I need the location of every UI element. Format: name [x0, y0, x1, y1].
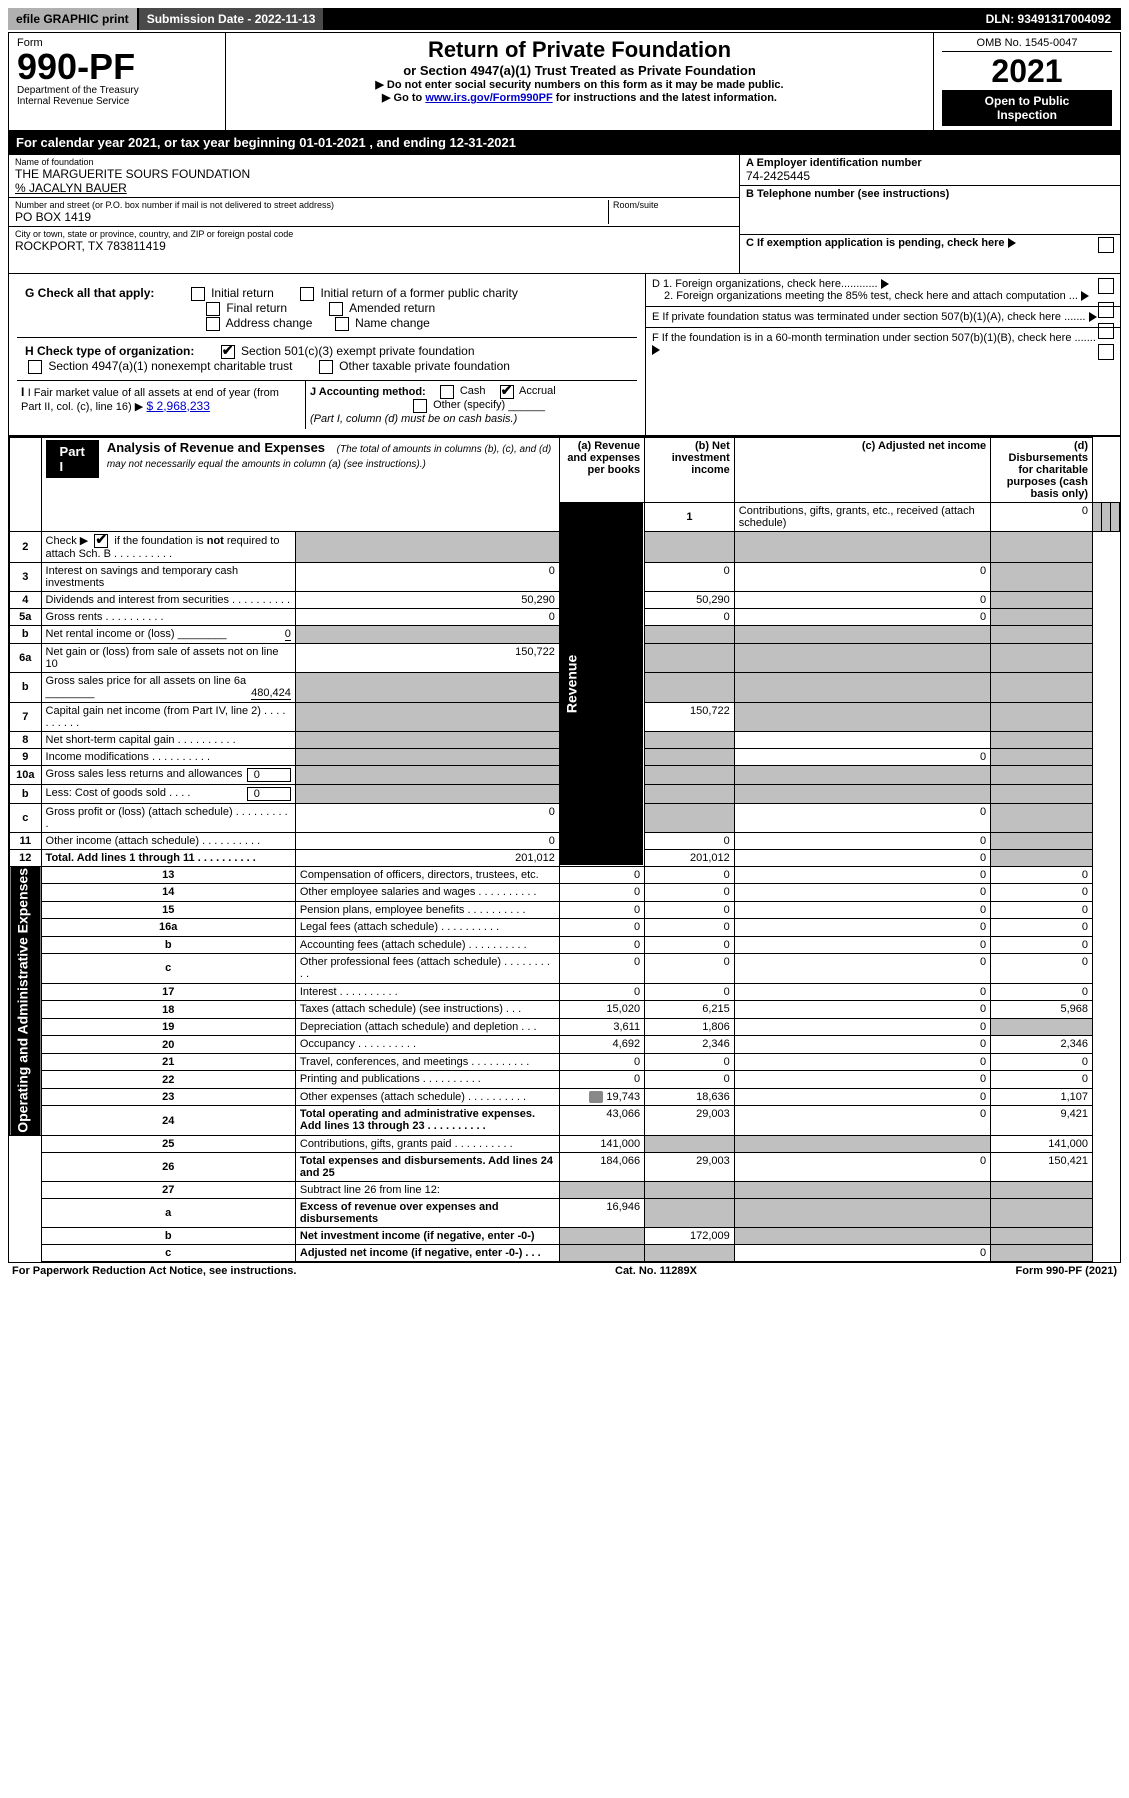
- footer-form: Form 990-PF (2021): [1016, 1265, 1117, 1277]
- d2-checkbox[interactable]: [1098, 302, 1114, 318]
- calendar-year-row: For calendar year 2021, or tax year begi…: [8, 131, 1121, 154]
- phone-label: B Telephone number (see instructions): [746, 188, 1114, 200]
- part1-label: Part I: [46, 440, 99, 478]
- note2-pre: ▶ Go to: [382, 92, 425, 104]
- form-title: Return of Private Foundation: [234, 37, 925, 63]
- g-initial-return[interactable]: [191, 287, 205, 301]
- omb-number: OMB No. 1545-0047: [942, 37, 1112, 52]
- top-bar: efile GRAPHIC print Submission Date - 20…: [8, 8, 1121, 30]
- ein-value: 74-2425445: [746, 169, 1114, 183]
- care-of: % JACALYN BAUER: [15, 181, 733, 195]
- footer-catno: Cat. No. 11289X: [615, 1265, 697, 1277]
- j-note: (Part I, column (d) must be on cash basi…: [310, 413, 517, 425]
- dln: DLN: 93491317004092: [978, 8, 1119, 30]
- h-501c3[interactable]: [221, 345, 235, 359]
- row-f: F If the foundation is in a 60-month ter…: [646, 328, 1120, 360]
- fmv-value: $ 2,968,233: [147, 399, 210, 413]
- j-label: J Accounting method:: [310, 385, 426, 397]
- row-j: J Accounting method: Cash Accrual Other …: [305, 381, 637, 429]
- form990pf-link[interactable]: www.irs.gov/Form990PF: [425, 92, 552, 104]
- tax-year: 2021: [942, 52, 1112, 90]
- j-other[interactable]: [413, 399, 427, 413]
- part1-table: Part I Analysis of Revenue and Expenses …: [8, 436, 1121, 1264]
- efile-print-button[interactable]: efile GRAPHIC print: [8, 8, 137, 30]
- row-d: D 1. Foreign organizations, check here..…: [646, 274, 1120, 307]
- form-number: 990-PF: [17, 49, 217, 85]
- g-address[interactable]: [206, 317, 220, 331]
- h-label: H Check type of organization:: [25, 344, 194, 358]
- d1-checkbox[interactable]: [1098, 278, 1114, 294]
- note-ssn: ▶ Do not enter social security numbers o…: [234, 78, 925, 91]
- d2-label: 2. Foreign organizations meeting the 85%…: [652, 290, 1078, 302]
- h-other-taxable[interactable]: [319, 360, 333, 374]
- col-b-header: (b) Net investment income: [645, 437, 735, 502]
- f-checkbox[interactable]: [1098, 344, 1114, 360]
- g-initial-public[interactable]: [300, 287, 314, 301]
- note2-post: for instructions and the latest informat…: [553, 92, 777, 104]
- row-h: H Check type of organization: Section 50…: [17, 337, 637, 380]
- foundation-name: THE MARGUERITE SOURS FOUNDATION: [15, 167, 733, 181]
- row-g: G Check all that apply: Initial return I…: [17, 280, 637, 336]
- exemption-label: C If exemption application is pending, c…: [746, 237, 1005, 249]
- attachment-icon[interactable]: [589, 1091, 603, 1103]
- h-4947[interactable]: [28, 360, 42, 374]
- col-c-header: (c) Adjusted net income: [734, 437, 990, 502]
- dept-treasury: Department of the Treasury: [17, 85, 217, 96]
- form-subtitle: or Section 4947(a)(1) Trust Treated as P…: [234, 63, 925, 78]
- note-link: ▶ Go to www.irs.gov/Form990PF for instru…: [234, 91, 925, 104]
- row-i: I I Fair market value of all assets at e…: [17, 381, 305, 429]
- row-e: E If private foundation status was termi…: [646, 307, 1120, 328]
- j-cash[interactable]: [440, 385, 454, 399]
- arrow-icon: [1008, 238, 1016, 248]
- g-final[interactable]: [206, 302, 220, 316]
- j-accrual[interactable]: [500, 385, 514, 399]
- page-footer: For Paperwork Reduction Act Notice, see …: [8, 1263, 1121, 1279]
- e-checkbox[interactable]: [1098, 323, 1114, 339]
- part1-title: Analysis of Revenue and Expenses (The to…: [99, 440, 555, 470]
- street-address: PO BOX 1419: [15, 210, 608, 224]
- footer-paperwork: For Paperwork Reduction Act Notice, see …: [12, 1265, 296, 1277]
- schb-checkbox[interactable]: [94, 534, 108, 548]
- section-g-to-f: G Check all that apply: Initial return I…: [8, 274, 1121, 435]
- name-label: Name of foundation: [15, 157, 733, 167]
- g-label: G Check all that apply:: [25, 286, 154, 300]
- open-public: Open to PublicInspection: [942, 90, 1112, 126]
- city-state-zip: ROCKPORT, TX 783811419: [15, 239, 733, 253]
- d1-label: D 1. Foreign organizations, check here..…: [652, 278, 878, 290]
- expenses-side-label: Operating and Administrative Expenses: [10, 866, 42, 1136]
- room-label: Room/suite: [613, 200, 733, 210]
- col-a-header: (a) Revenue and expenses per books: [559, 437, 644, 502]
- g-name[interactable]: [335, 317, 349, 331]
- e-label: E If private foundation status was termi…: [652, 311, 1086, 323]
- col-d-header: (d) Disbursements for charitable purpose…: [991, 437, 1093, 502]
- f-label: F If the foundation is in a 60-month ter…: [652, 332, 1096, 344]
- ein-label: A Employer identification number: [746, 157, 1114, 169]
- g-amended[interactable]: [329, 302, 343, 316]
- dept-irs: Internal Revenue Service: [17, 96, 217, 107]
- addr-label: Number and street (or P.O. box number if…: [15, 200, 608, 210]
- city-label: City or town, state or province, country…: [15, 229, 733, 239]
- exemption-checkbox[interactable]: [1098, 237, 1114, 253]
- entity-info: Name of foundation THE MARGUERITE SOURS …: [8, 154, 1121, 274]
- revenue-side-label: Revenue: [559, 502, 644, 866]
- form-header: Form 990-PF Department of the Treasury I…: [8, 32, 1121, 131]
- submission-date: Submission Date - 2022-11-13: [139, 8, 324, 30]
